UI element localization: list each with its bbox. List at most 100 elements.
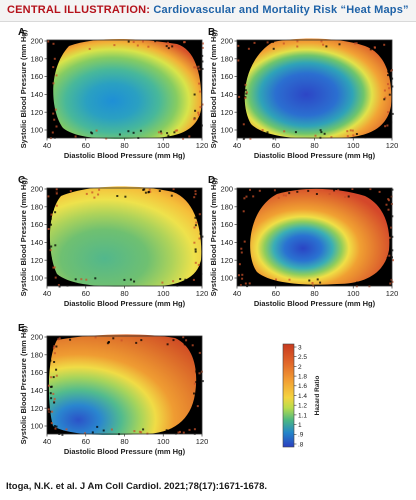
colorbar-tick-label: 1.4 [298, 393, 307, 400]
heat-map-panel-d: D 40 60 80 100 120 100 120 140 160 180 200 Diastolic… [208, 175, 398, 308]
y-tick-label: 140 [30, 238, 43, 247]
colorbar-tick-label: 2 [298, 364, 302, 371]
y-tick-label: 160 [30, 368, 43, 377]
y-tick-label: 140 [220, 238, 233, 247]
y-tick-label: 120 [30, 404, 43, 413]
panel-letter: B [208, 27, 215, 38]
colorbar-tick-label: 1 [298, 422, 302, 429]
x-tick-label: 40 [43, 141, 51, 150]
y-tick-label: 200 [220, 37, 233, 46]
x-tick-label: 60 [82, 141, 90, 150]
y-tick-label: 160 [220, 220, 233, 229]
y-tick-label: 160 [220, 72, 233, 81]
panel-letter: E [18, 323, 25, 334]
edge-noise [47, 188, 204, 288]
hazard-ratio-colorbar: 3 2.5 2 1.8 1.6 1.4 1.2 1.1 1 .9 .8 Hazard Ratio [282, 343, 321, 448]
x-tick-label: 80 [120, 289, 128, 298]
colorbar-tick-label: 1.1 [298, 412, 307, 419]
y-tick-label: 100 [30, 274, 43, 283]
x-tick-label: 60 [82, 437, 90, 446]
heat-region [244, 38, 392, 139]
x-axis-label: Diastolic Blood Pressure (mm Hg) [64, 299, 186, 308]
x-tick-label: 100 [157, 141, 170, 150]
y-tick-label: 180 [220, 54, 233, 63]
x-tick-label: 40 [233, 289, 241, 298]
x-tick-label: 80 [120, 437, 128, 446]
y-tick-label: 200 [30, 185, 43, 194]
y-tick-label: 100 [30, 422, 43, 431]
y-tick-label: 200 [30, 333, 43, 342]
colorbar-tick-label: 3 [298, 344, 302, 351]
y-tick-label: 140 [30, 386, 43, 395]
edge-noise [47, 336, 204, 436]
y-tick-label: 200 [30, 37, 43, 46]
x-tick-label: 60 [272, 289, 280, 298]
y-axis-label: Systolic Blood Pressure (mm Hg) [19, 325, 28, 444]
panel-letter: D [208, 175, 215, 186]
colorbar-gradient [282, 343, 295, 448]
y-axis-label: Systolic Blood Pressure (mm Hg) [209, 177, 218, 296]
x-tick-label: 40 [233, 141, 241, 150]
colorbar-tick-label: .9 [298, 432, 304, 439]
y-tick-label: 100 [30, 126, 43, 135]
x-tick-label: 100 [157, 437, 170, 446]
colorbar-tick-label: 2.5 [298, 354, 307, 361]
y-tick-label: 180 [30, 54, 43, 63]
y-tick-label: 180 [30, 350, 43, 359]
y-tick-label: 100 [220, 274, 233, 283]
x-tick-label: 80 [310, 141, 318, 150]
edge-noise [237, 40, 394, 140]
heat-map-panel-b: B 40 60 80 100 120 100 120 140 160 180 200 Diastolic… [208, 27, 398, 160]
x-tick-label: 80 [120, 141, 128, 150]
y-tick-label: 100 [220, 126, 233, 135]
heat-region [250, 188, 390, 285]
y-axis-label: Systolic Blood Pressure (mm Hg) [19, 177, 28, 296]
y-tick-label: 140 [220, 90, 233, 99]
x-axis-label: Diastolic Blood Pressure (mm Hg) [254, 151, 376, 160]
x-axis-label: Diastolic Blood Pressure (mm Hg) [64, 447, 186, 456]
header-label: CENTRAL ILLUSTRATION: [7, 4, 151, 16]
colorbar-tick-label: 1.8 [298, 374, 307, 381]
heat-map-panel-c: C 40 60 80 100 120 100 120 140 160 180 200 Diastolic… [18, 175, 208, 308]
x-tick-label: 40 [43, 437, 51, 446]
x-tick-label: 100 [347, 141, 360, 150]
y-tick-label: 120 [220, 108, 233, 117]
x-tick-label: 120 [196, 141, 209, 150]
y-tick-label: 120 [30, 108, 43, 117]
y-tick-label: 120 [220, 256, 233, 265]
y-tick-label: 120 [30, 256, 43, 265]
x-tick-label: 120 [196, 289, 209, 298]
y-tick-label: 160 [30, 220, 43, 229]
x-tick-label: 40 [43, 289, 51, 298]
x-tick-label: 60 [272, 141, 280, 150]
header-text: CENTRAL ILLUSTRATION: Cardiovascular and… [7, 4, 409, 16]
heat-map-panel-e: E 40 60 80 100 120 100 120 140 160 180 200 Diastolic… [18, 323, 208, 456]
x-tick-label: 100 [347, 289, 360, 298]
y-axis-label: Systolic Blood Pressure (mm Hg) [19, 29, 28, 148]
y-tick-label: 140 [30, 90, 43, 99]
y-tick-label: 180 [220, 202, 233, 211]
y-tick-label: 160 [30, 72, 43, 81]
y-tick-label: 200 [220, 185, 233, 194]
x-tick-label: 80 [310, 289, 318, 298]
x-tick-label: 120 [386, 289, 399, 298]
heat-region [48, 334, 197, 436]
panel-letter: C [18, 175, 25, 186]
heat-region [53, 39, 202, 139]
x-tick-label: 60 [82, 289, 90, 298]
y-axis-label: Systolic Blood Pressure (mm Hg) [209, 29, 218, 148]
heat-map-panel-a: A 40 60 80 100 120 100 120 140 160 180 200 Diastolic… [18, 27, 208, 160]
citation: Itoga, N.K. et al. J Am Coll Cardiol. 20… [6, 481, 267, 492]
x-tick-label: 100 [157, 289, 170, 298]
illustration-header: CENTRAL ILLUSTRATION: Cardiovascular and… [0, 0, 416, 22]
colorbar-tick-label: .8 [298, 441, 304, 448]
colorbar-label: Hazard Ratio [314, 376, 321, 416]
y-tick-label: 180 [30, 202, 43, 211]
x-tick-label: 120 [386, 141, 399, 150]
header-title: Cardiovascular and Mortality Risk “Heat … [153, 4, 409, 16]
colorbar-tick-label: 1.2 [298, 403, 307, 410]
heat-map-figure: A40 60 80 100 120100120140160180200Diastolic… [18, 27, 398, 456]
panel-letter: A [18, 27, 25, 38]
heat-region [49, 186, 202, 287]
x-axis-label: Diastolic Blood Pressure (mm Hg) [64, 151, 186, 160]
